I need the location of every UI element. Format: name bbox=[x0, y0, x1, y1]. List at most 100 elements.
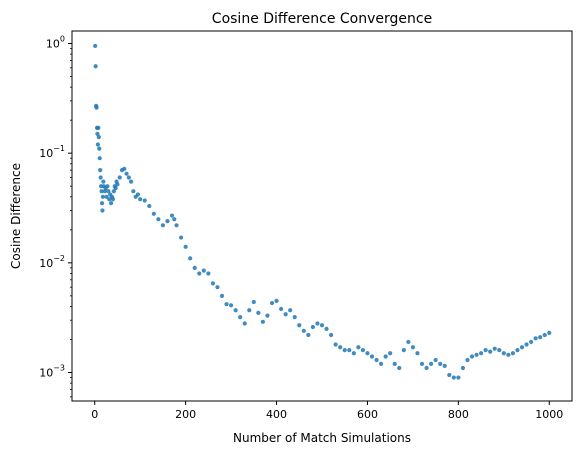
data-point bbox=[474, 352, 479, 357]
data-point bbox=[247, 308, 252, 313]
data-point bbox=[201, 268, 206, 273]
data-point bbox=[442, 363, 447, 368]
data-point bbox=[524, 342, 529, 347]
data-point bbox=[406, 339, 411, 345]
data-point bbox=[456, 375, 461, 380]
data-point bbox=[542, 332, 547, 338]
data-point bbox=[101, 179, 106, 184]
data-point bbox=[138, 197, 143, 202]
data-point bbox=[142, 198, 147, 203]
data-point bbox=[310, 324, 316, 330]
data-point bbox=[260, 319, 266, 324]
data-point bbox=[274, 298, 279, 303]
x-axis: 0 200 400 600 800 1000 bbox=[91, 401, 563, 421]
data-point bbox=[269, 300, 275, 306]
data-point bbox=[374, 357, 379, 363]
data-point bbox=[251, 299, 256, 305]
data-point bbox=[288, 308, 293, 313]
data-point bbox=[131, 189, 136, 194]
data-point bbox=[347, 348, 352, 353]
data-point bbox=[233, 308, 238, 313]
data-point bbox=[224, 302, 229, 307]
data-point bbox=[242, 321, 247, 326]
data-point bbox=[135, 192, 141, 197]
data-point bbox=[315, 321, 320, 326]
data-point bbox=[510, 351, 516, 356]
data-point bbox=[469, 354, 475, 359]
data-point bbox=[98, 175, 103, 180]
data-point bbox=[297, 323, 302, 328]
data-point bbox=[174, 223, 179, 228]
data-point bbox=[460, 365, 466, 371]
data-point bbox=[410, 345, 416, 350]
data-point bbox=[172, 217, 177, 222]
data-point bbox=[147, 203, 152, 209]
data-point bbox=[497, 348, 502, 353]
data-point bbox=[538, 335, 543, 340]
chart-title: Cosine Difference Convergence bbox=[212, 11, 432, 27]
data-point bbox=[392, 361, 397, 366]
data-point bbox=[96, 125, 101, 130]
data-point bbox=[95, 131, 100, 136]
data-point bbox=[424, 365, 429, 371]
data-point bbox=[547, 330, 552, 335]
data-point bbox=[97, 156, 102, 161]
data-point bbox=[111, 189, 116, 194]
data-point bbox=[165, 219, 170, 224]
data-point bbox=[533, 336, 538, 341]
data-point bbox=[110, 197, 116, 202]
data-point bbox=[401, 348, 406, 353]
data-point bbox=[351, 351, 356, 356]
data-point bbox=[206, 271, 211, 276]
data-point bbox=[105, 184, 110, 189]
data-point bbox=[115, 182, 120, 187]
data-point bbox=[451, 375, 456, 380]
plot-frame bbox=[71, 30, 573, 402]
y-tick-label: 100 bbox=[46, 34, 65, 50]
data-point bbox=[506, 352, 511, 357]
data-point bbox=[128, 179, 134, 184]
data-point bbox=[319, 323, 325, 328]
data-point bbox=[301, 328, 306, 333]
data-point bbox=[378, 361, 384, 366]
data-point bbox=[292, 315, 297, 320]
data-point bbox=[100, 194, 106, 199]
data-point bbox=[428, 361, 434, 366]
data-point bbox=[104, 194, 109, 199]
data-point bbox=[99, 201, 105, 206]
data-point bbox=[95, 142, 101, 147]
data-point bbox=[338, 345, 343, 350]
data-point bbox=[328, 332, 334, 338]
data-point bbox=[97, 146, 102, 151]
data-point bbox=[99, 189, 104, 194]
x-tick-label: 800 bbox=[448, 408, 469, 421]
data-point bbox=[333, 342, 338, 347]
data-point bbox=[106, 189, 111, 194]
y-axis: 100 10−1 10−2 10−3 bbox=[39, 34, 72, 398]
data-point bbox=[93, 43, 98, 49]
data-point bbox=[192, 265, 197, 270]
data-point bbox=[419, 361, 425, 366]
data-point bbox=[369, 354, 375, 359]
x-axis-label: Number of Match Simulations bbox=[233, 431, 411, 445]
data-point bbox=[388, 351, 393, 356]
data-point bbox=[360, 348, 366, 353]
data-point bbox=[188, 256, 193, 261]
data-point bbox=[169, 213, 175, 218]
x-tick-label: 600 bbox=[357, 408, 378, 421]
data-point bbox=[107, 197, 112, 202]
data-point bbox=[124, 171, 129, 176]
data-point bbox=[306, 332, 311, 338]
data-point bbox=[397, 365, 402, 371]
data-point bbox=[94, 105, 99, 110]
y-tick-label: 10−1 bbox=[39, 144, 65, 160]
x-tick-label: 400 bbox=[266, 408, 287, 421]
data-point bbox=[492, 346, 497, 351]
data-point bbox=[483, 348, 488, 353]
y-tick-label: 10−2 bbox=[39, 254, 65, 270]
data-point bbox=[283, 312, 288, 317]
data-point bbox=[219, 293, 225, 298]
data-point bbox=[356, 345, 361, 350]
data-point bbox=[383, 354, 388, 359]
